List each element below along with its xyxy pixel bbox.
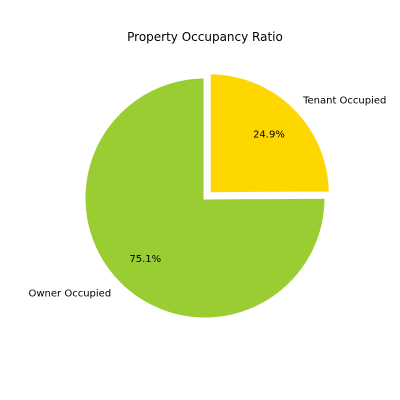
pie-slice-owner-occupied [82,75,328,321]
slice-label: Tenant Occupied [302,95,386,106]
pie-slice-tenant-occupied [207,71,332,196]
slice-label: Owner Occupied [29,288,112,299]
slice-percent-label: 75.1% [129,254,161,265]
pie-labels: Tenant Occupied 24.9% Owner Occupied 75.1% [29,95,387,299]
pie-slices [82,71,332,321]
chart-title: Property Occupancy Ratio [127,30,283,44]
slice-percent-label: 24.9% [253,130,285,141]
